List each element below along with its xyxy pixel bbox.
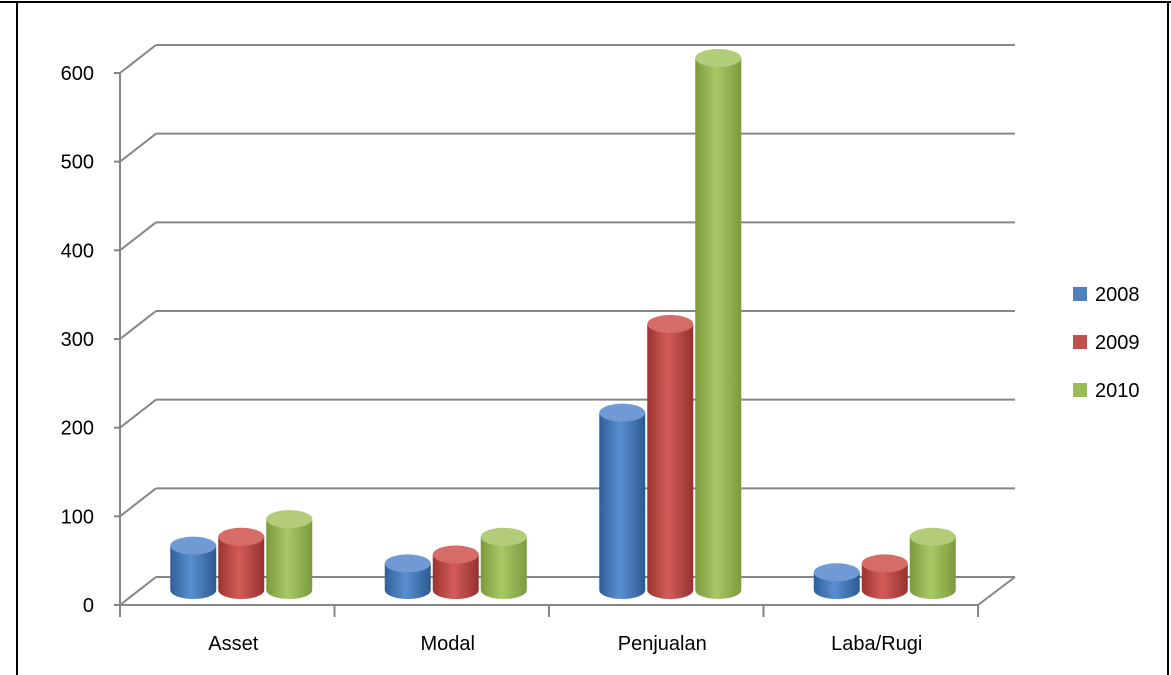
bar-2010-asset — [266, 510, 313, 599]
legend-swatch-2008 — [1073, 287, 1087, 301]
axes — [114, 72, 1016, 617]
legend-label-2009: 2009 — [1095, 332, 1140, 354]
bar-2008-modal — [384, 554, 431, 599]
legend-swatch-2010 — [1073, 383, 1087, 397]
bar-top — [480, 527, 527, 546]
gridline-side — [119, 576, 157, 606]
bar-body — [695, 58, 742, 599]
bar-body — [170, 545, 217, 599]
gridline-side — [119, 398, 157, 429]
bar-2008-laba-rugi — [813, 563, 860, 599]
bar-top — [266, 510, 313, 529]
bar-body — [599, 412, 646, 599]
y-tick-label: 300 — [61, 329, 94, 351]
bar-body — [384, 563, 431, 599]
gridlines — [119, 44, 1015, 606]
bar-top — [813, 563, 860, 582]
legend-label-2010: 2010 — [1095, 380, 1140, 402]
gridline-side — [119, 132, 157, 163]
y-tick-label: 200 — [61, 418, 94, 440]
bar-top — [599, 403, 646, 422]
bar-top — [695, 49, 742, 67]
bar-top — [384, 554, 431, 573]
bar-top — [909, 527, 956, 546]
bar-2009-modal — [432, 545, 479, 599]
bar-body — [432, 554, 479, 599]
bar-2008-asset — [170, 536, 217, 599]
bar-2009-penjualan — [647, 315, 694, 599]
bar-2009-laba-rugi — [861, 554, 908, 599]
x-label-modal: Modal — [421, 633, 475, 655]
floor-right-edge — [977, 576, 1016, 606]
bar-top — [170, 536, 217, 555]
bar-top — [861, 554, 908, 573]
gridline-side — [119, 44, 157, 74]
bar-2010-penjualan — [695, 49, 742, 599]
bar-body — [647, 324, 694, 599]
bar-body — [861, 563, 908, 599]
y-tick-label: 400 — [61, 240, 94, 262]
bars — [170, 49, 956, 599]
y-tick-label: 500 — [61, 152, 94, 174]
y-tick-label: 600 — [61, 63, 94, 85]
x-axis-labels: Asset Modal Penjualan Laba/Rugi — [208, 633, 922, 655]
y-tick-label: 0 — [83, 595, 94, 617]
gridline-side — [119, 221, 157, 252]
bar-body — [218, 536, 265, 599]
gridline-side — [119, 310, 157, 340]
y-tick-label: 100 — [61, 506, 94, 528]
bar-body — [266, 519, 313, 599]
bar-top — [218, 527, 265, 546]
bar-top — [432, 545, 479, 564]
bar-2008-penjualan — [599, 403, 646, 599]
bar-body — [909, 536, 956, 599]
bar-2009-asset — [218, 527, 265, 599]
x-label-laba-rugi: Laba/Rugi — [831, 633, 922, 655]
bar-body — [480, 536, 527, 599]
bar-2010-modal — [480, 527, 527, 599]
legend-label-2008: 2008 — [1095, 284, 1140, 306]
x-label-asset: Asset — [208, 633, 258, 655]
y-axis-ticks: 0 100 200 300 400 500 600 — [61, 63, 94, 617]
legend: 2008 2009 2010 — [1073, 284, 1140, 402]
x-label-penjualan: Penjualan — [618, 633, 707, 655]
gridline-side — [119, 487, 157, 518]
bar-2010-laba-rugi — [909, 527, 956, 599]
legend-swatch-2009 — [1073, 335, 1087, 349]
bar-top — [647, 315, 694, 333]
